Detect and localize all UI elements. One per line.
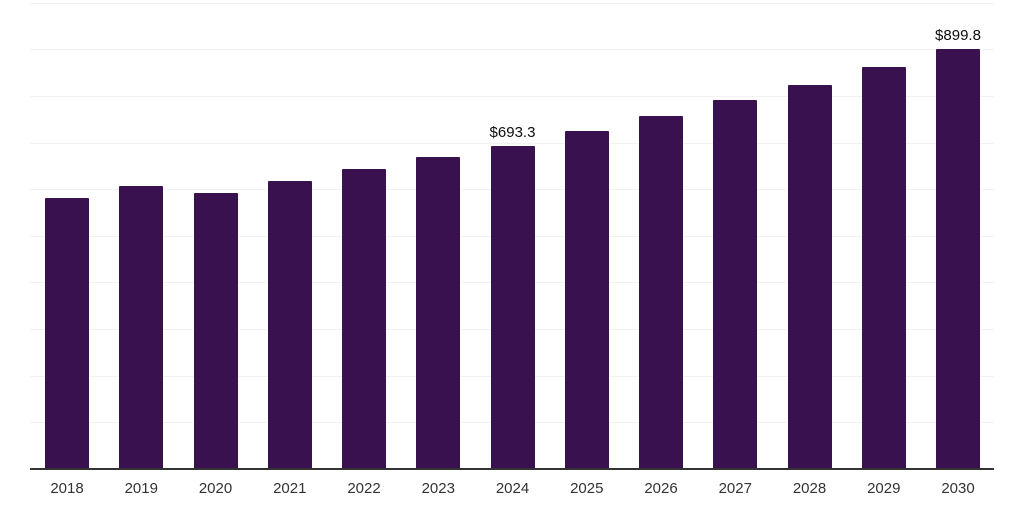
x-tick-label: 2022 [347, 480, 381, 497]
x-tick-label: 2026 [644, 480, 678, 497]
x-tick-label: 2021 [273, 480, 307, 497]
y-gridline [30, 49, 994, 51]
x-axis-line [30, 468, 994, 470]
data-label-2030: $899.8 [935, 27, 981, 45]
y-gridline [30, 2, 994, 4]
bar-2028 [787, 84, 832, 469]
bar-2027 [713, 100, 758, 469]
data-label-2024: $693.3 [489, 123, 536, 141]
x-tick-label: 2023 [421, 480, 455, 497]
bar-2022 [342, 168, 386, 469]
x-tick-label: 2030 [941, 480, 975, 497]
bar-2021 [267, 180, 312, 469]
x-tick-label: 2018 [50, 480, 84, 497]
x-tick-label: 2024 [495, 480, 530, 497]
x-tick-label: 2020 [198, 480, 233, 497]
bar-2026 [639, 116, 683, 469]
x-tick-label: 2028 [792, 480, 827, 497]
bar-2019 [119, 186, 164, 469]
x-tick-label: 2027 [718, 480, 752, 497]
y-gridline [30, 142, 994, 144]
x-tick-label: 2019 [124, 480, 158, 497]
y-gridline [30, 95, 994, 97]
bar-2025 [564, 131, 609, 469]
bar-2024 [490, 145, 535, 469]
bar-2018 [45, 197, 89, 469]
bar-2023 [416, 157, 461, 469]
bar-2029 [861, 67, 906, 469]
x-tick-label: 2029 [867, 480, 901, 497]
bar-2030 [936, 49, 980, 469]
bar-2020 [193, 192, 238, 469]
x-tick-label: 2025 [570, 480, 604, 497]
